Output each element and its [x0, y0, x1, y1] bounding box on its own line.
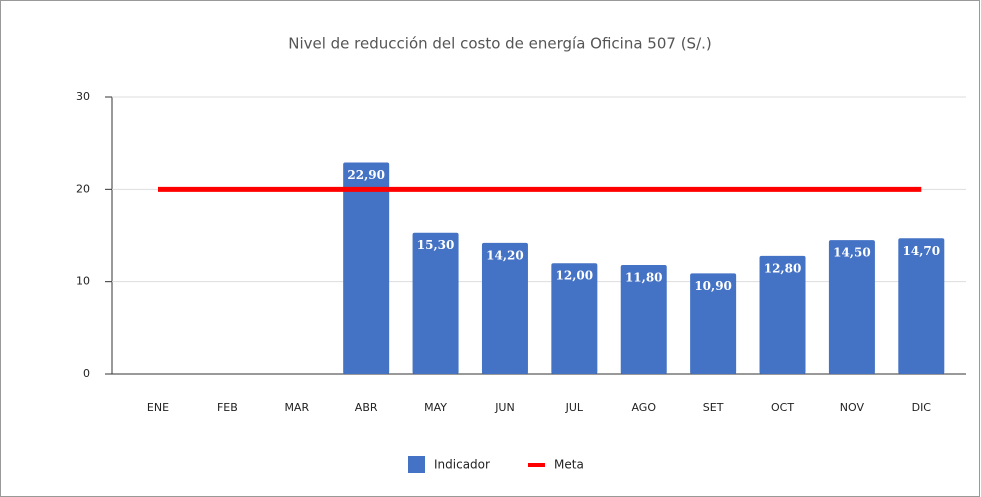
x-tick-label: ABR — [355, 401, 378, 414]
x-tick-label: NOV — [840, 401, 865, 414]
bar — [551, 263, 598, 374]
y-tick-label: 10 — [76, 275, 90, 288]
value-label: 15,30 — [417, 238, 455, 252]
x-tick-label: JUN — [494, 401, 515, 414]
bar — [620, 265, 667, 374]
bar — [690, 273, 737, 374]
value-label: 22,90 — [347, 168, 385, 182]
y-tick-label: 30 — [76, 90, 90, 103]
value-label: 12,00 — [556, 269, 594, 283]
value-label: 14,70 — [903, 244, 941, 258]
value-label: 11,80 — [625, 271, 663, 285]
x-tick-label: JUL — [565, 401, 584, 414]
legend-swatch — [408, 456, 425, 473]
value-label: 10,90 — [694, 279, 732, 293]
x-tick-label: MAR — [284, 401, 309, 414]
chart-title: Nivel de reducción del costo de energía … — [288, 35, 712, 53]
x-tick-label: FEB — [217, 401, 238, 414]
value-label: 12,80 — [764, 261, 802, 275]
legend-label: Indicador — [434, 458, 490, 472]
bar — [343, 162, 390, 374]
value-label: 14,50 — [833, 246, 871, 260]
value-label: 14,20 — [486, 248, 524, 262]
x-tick-label: OCT — [771, 401, 794, 414]
bar — [828, 240, 875, 374]
x-tick-label: SET — [703, 401, 724, 414]
bar — [481, 242, 528, 374]
bar — [412, 232, 459, 374]
legend-label: Meta — [554, 458, 584, 472]
x-tick-label: MAY — [424, 401, 447, 414]
x-tick-label: DIC — [912, 401, 932, 414]
y-tick-label: 0 — [83, 367, 90, 380]
y-tick-label: 20 — [76, 182, 90, 195]
bar — [759, 255, 806, 374]
x-tick-label: AGO — [631, 401, 656, 414]
x-tick-label: ENE — [147, 401, 169, 414]
bar — [898, 238, 945, 374]
